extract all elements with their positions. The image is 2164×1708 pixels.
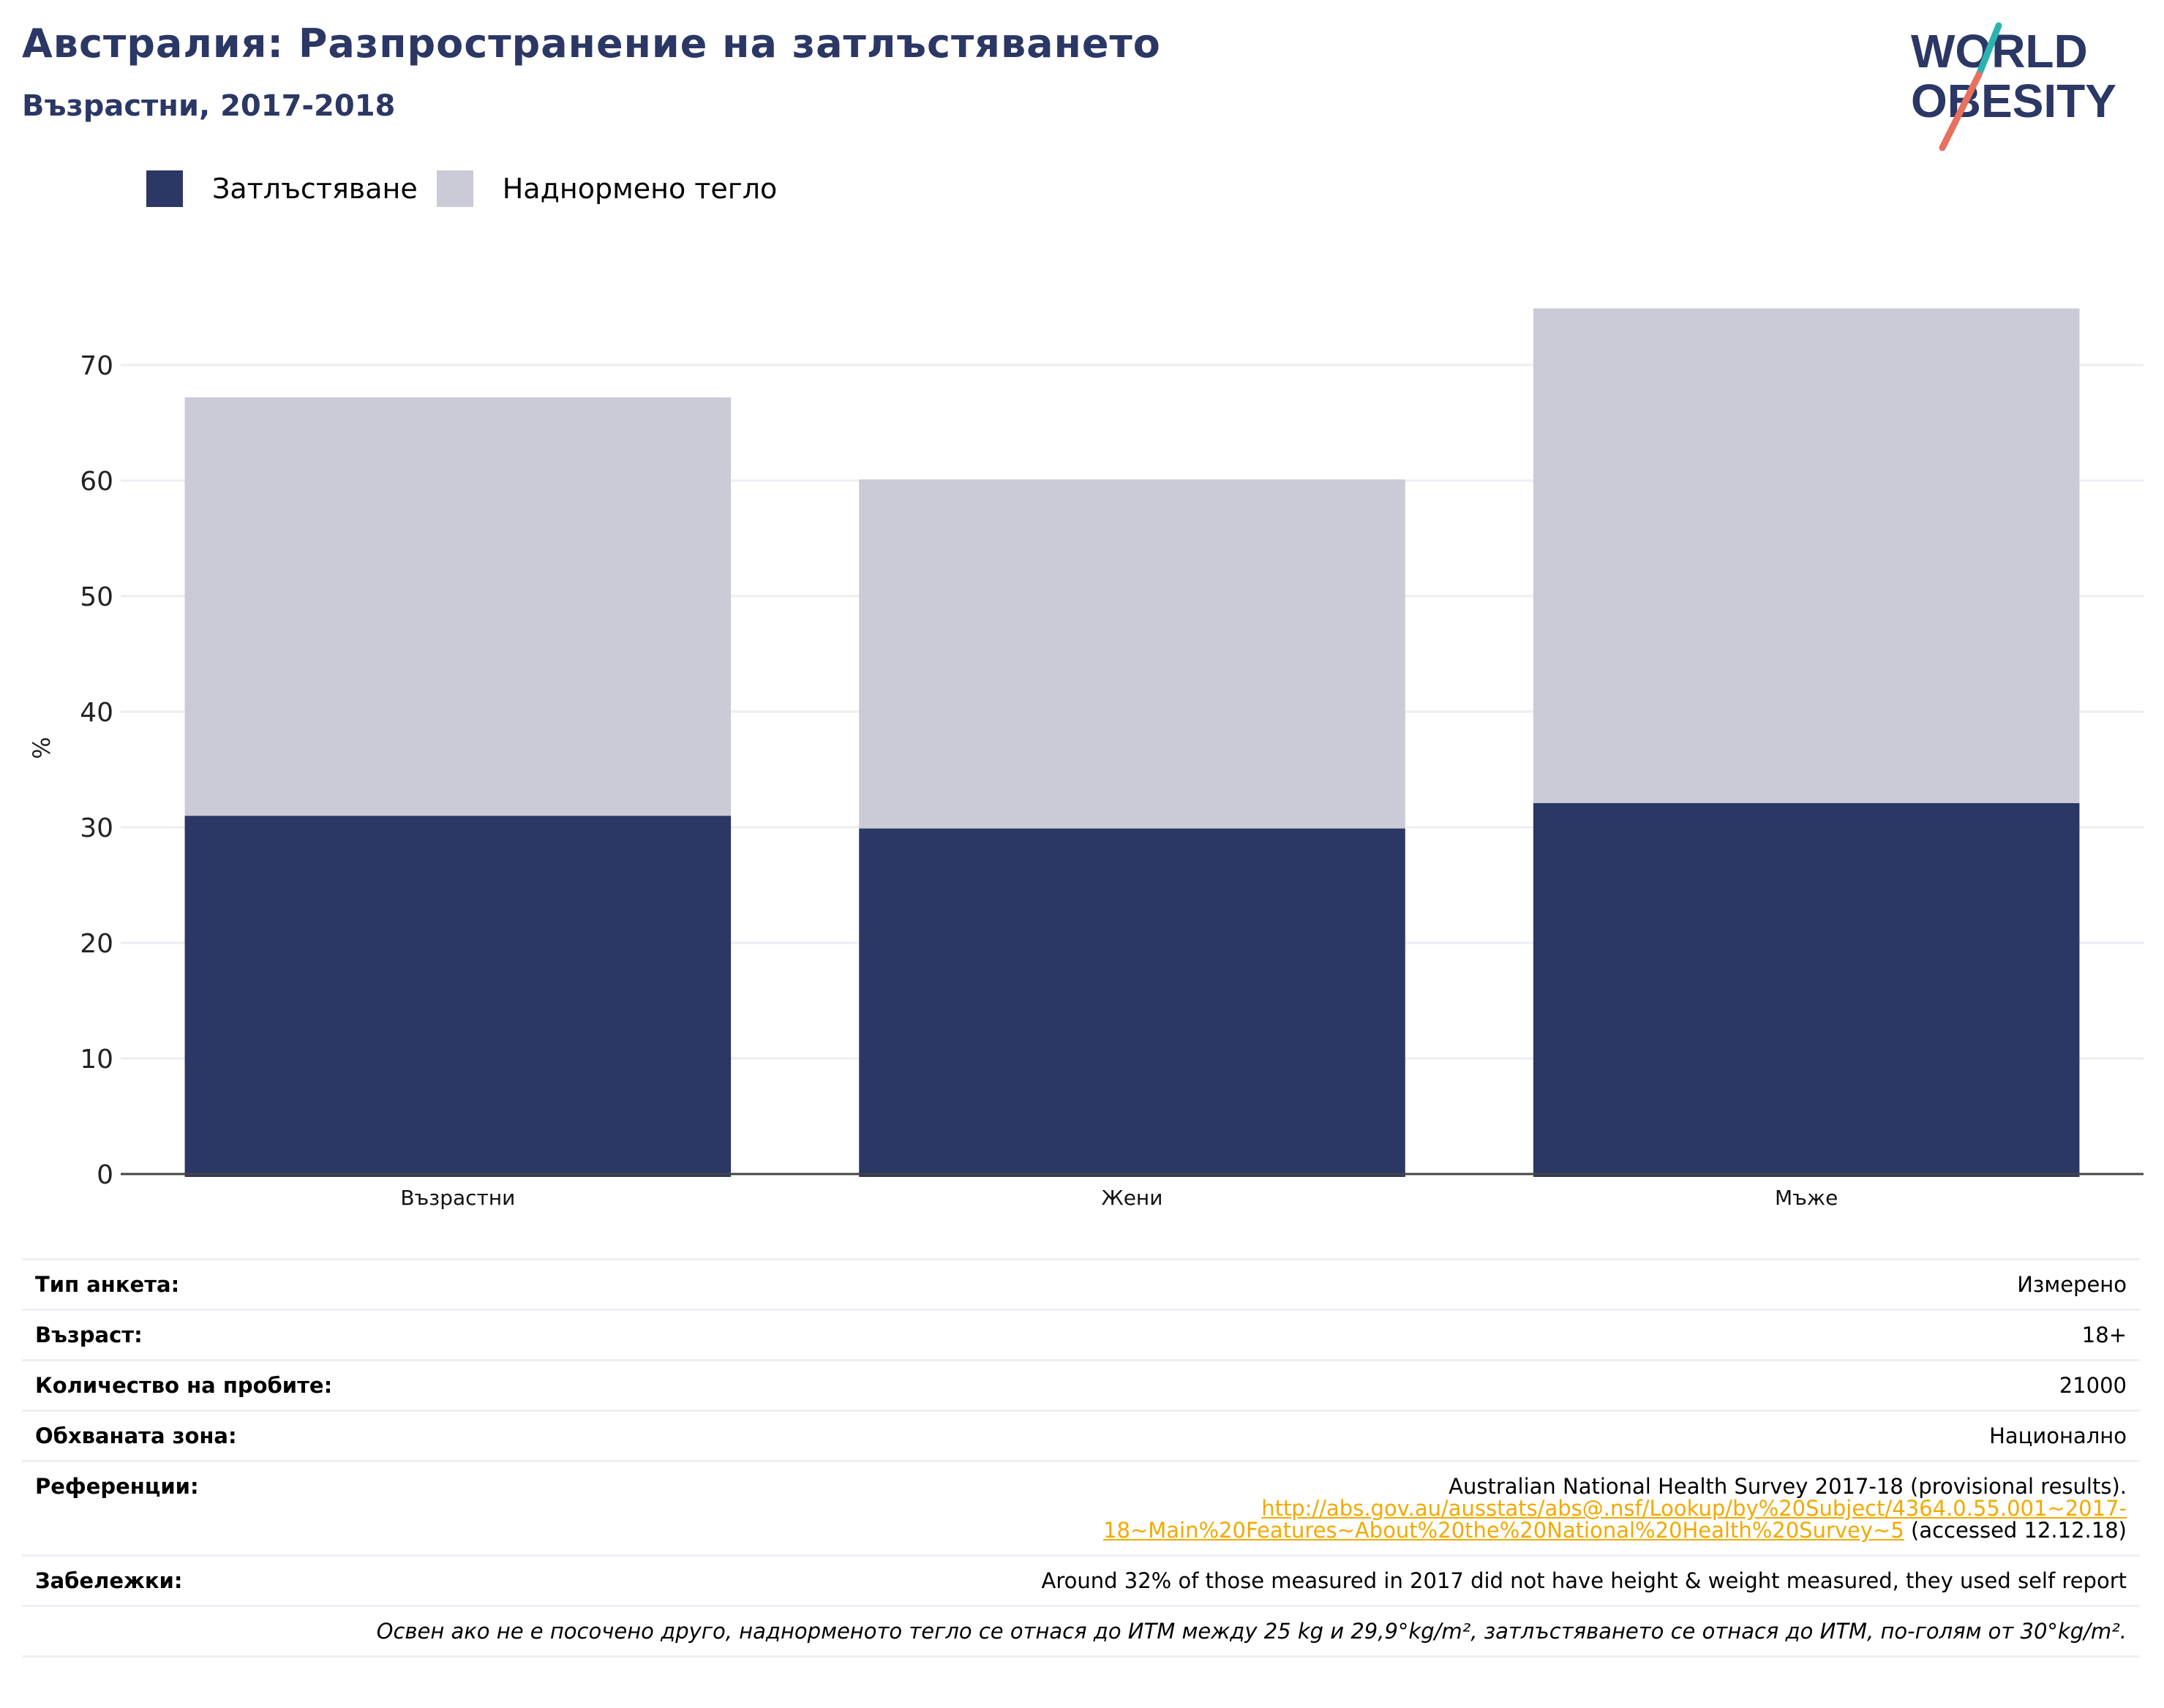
y-axis-label: % xyxy=(28,737,56,759)
y-tick-label: 40 xyxy=(80,698,113,728)
meta-row-notes: Забележки: Around 32% of those measured … xyxy=(22,1554,2140,1605)
chart-title: Австралия: Разпространение на затлъстява… xyxy=(22,20,1161,67)
x-tick-label: Жени xyxy=(1102,1186,1163,1210)
reference-link-line2[interactable]: 18~Main%20Features~About%20the%20Nationa… xyxy=(1103,1518,1904,1543)
meta-row-survey-type: Тип анкета: Измерено xyxy=(22,1258,2140,1309)
y-tick-label: 70 xyxy=(80,351,113,381)
meta-row-age: Възраст: 18+ xyxy=(22,1309,2140,1359)
meta-key: Количество на пробите: xyxy=(35,1374,332,1396)
bar-obesity xyxy=(185,816,732,1177)
legend-label-overweight: Наднормено тегло xyxy=(503,173,778,205)
meta-key: Обхваната зона: xyxy=(35,1425,237,1447)
x-tick-label: Мъже xyxy=(1775,1186,1838,1210)
meta-key: Референции: xyxy=(35,1475,199,1497)
y-tick-label: 30 xyxy=(80,813,113,843)
footnote: Освен ако не е посочено друго, наднормен… xyxy=(377,1620,2127,1642)
reference-text: Australian National Health Survey 2017-1… xyxy=(1449,1474,2127,1499)
meta-value: Измерено xyxy=(2017,1274,2127,1295)
meta-value: Национално xyxy=(1989,1425,2127,1447)
footnote-row: Освен ако не е посочено друго, наднормен… xyxy=(22,1605,2140,1658)
meta-value: Around 32% of those measured in 2017 did… xyxy=(1042,1570,2127,1592)
bar-obesity xyxy=(859,829,1405,1177)
logo-line2: OBESITY xyxy=(1911,75,2116,127)
reference-accessed: (accessed 12.12.18) xyxy=(1904,1518,2127,1543)
reference-link-line1[interactable]: http://abs.gov.au/ausstats/abs@.nsf/Look… xyxy=(1261,1496,2127,1521)
meta-row-sample-size: Количество на пробите: 21000 xyxy=(22,1359,2140,1410)
stacked-bar-chart: 0 10 20 30 40 50 60 70% Възрастни Жени Мъже xyxy=(0,307,2164,1229)
meta-key: Забележки: xyxy=(35,1570,182,1592)
x-tick-label: Възрастни xyxy=(400,1186,515,1210)
bar-obesity xyxy=(1533,803,2080,1177)
y-tick-label: 0 xyxy=(97,1160,113,1190)
meta-row-area-covered: Обхваната зона: Национално xyxy=(22,1410,2140,1460)
meta-key: Възраст: xyxy=(35,1324,143,1346)
survey-metadata-table: Тип анкета: Измерено Възраст: 18+ Количе… xyxy=(22,1258,2140,1658)
y-tick-label: 20 xyxy=(80,929,113,959)
meta-value: 18+ xyxy=(2082,1324,2127,1346)
bar-overweight xyxy=(859,479,1405,828)
legend-swatch-overweight xyxy=(437,170,473,207)
world-obesity-logo: WORLD OBESITY xyxy=(1909,22,2151,154)
meta-value: 21000 xyxy=(2059,1374,2127,1396)
y-tick-label: 50 xyxy=(80,582,113,612)
references-value: Australian National Health Survey 2017-1… xyxy=(1103,1475,2127,1541)
legend-swatch-obesity xyxy=(146,170,183,207)
y-tick-label: 10 xyxy=(80,1045,113,1075)
chart-subtitle: Възрастни, 2017-2018 xyxy=(22,89,395,123)
meta-key: Тип анкета: xyxy=(35,1274,179,1295)
bar-overweight xyxy=(185,397,732,816)
bar-overweight xyxy=(1533,309,2080,803)
chart-legend: Затлъстяване Наднормено тегло xyxy=(146,168,796,209)
legend-label-obesity: Затлъстяване xyxy=(212,173,418,205)
y-tick-label: 60 xyxy=(80,467,113,497)
meta-row-references: Референции: Australian National Health S… xyxy=(22,1460,2140,1554)
